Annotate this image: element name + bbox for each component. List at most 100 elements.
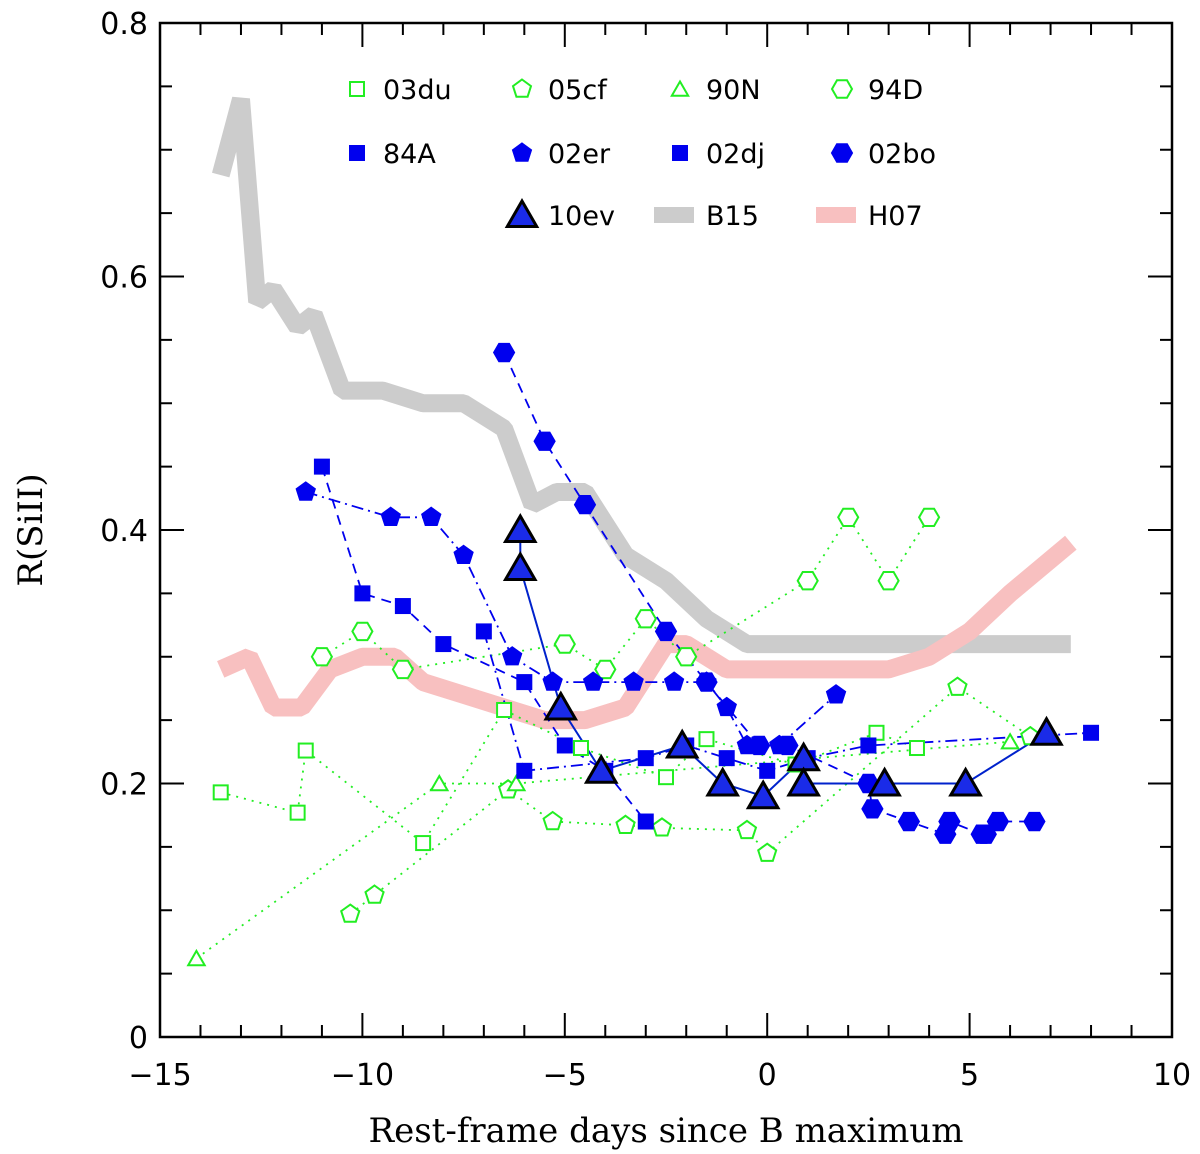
legend-label: 02dj <box>706 139 765 170</box>
point-94d <box>837 507 860 527</box>
y-tick-label: 0 <box>129 1021 148 1056</box>
legend-item-02dj: 02dj <box>672 139 765 170</box>
line-02dj <box>482 631 1092 772</box>
point-90n <box>506 773 527 792</box>
point-02er <box>380 506 401 526</box>
legend-item-94d: 94D <box>830 75 923 106</box>
point-03du <box>868 724 885 741</box>
point-02bo <box>938 811 961 832</box>
point-94d <box>917 507 941 527</box>
point-05cf <box>542 810 563 831</box>
point-03du <box>415 835 432 852</box>
point-05cf <box>757 842 778 862</box>
point-10ev <box>948 766 983 797</box>
point-94d <box>351 621 374 642</box>
point-94d <box>553 634 576 654</box>
point-02dj <box>860 737 877 754</box>
point-84a <box>394 598 411 615</box>
point-10ev <box>543 690 579 721</box>
point-05cf <box>736 819 758 840</box>
legend-label: 90N <box>706 75 761 106</box>
legend-label: 03du <box>383 75 452 106</box>
x-tick-label: 0 <box>758 1058 777 1093</box>
point-02bo <box>747 735 771 756</box>
plot-area <box>186 96 1100 967</box>
band-h07 <box>217 535 1077 730</box>
point-84a <box>556 737 573 754</box>
legend-marker <box>349 145 365 161</box>
point-94d <box>796 571 819 591</box>
legend-marker <box>511 78 533 98</box>
series-10ev <box>502 513 1064 810</box>
point-03du <box>289 804 306 821</box>
legend-marker <box>511 142 533 162</box>
point-02bo <box>1023 811 1046 832</box>
point-03du <box>658 769 674 786</box>
legend-label: 02bo <box>868 139 936 170</box>
line-02er <box>305 491 837 747</box>
point-02dj <box>759 762 776 779</box>
legend-label: 94D <box>868 75 923 106</box>
x-tick-label: 5 <box>960 1058 979 1093</box>
x-tick-label: −5 <box>543 1058 587 1093</box>
series-02er <box>295 481 847 755</box>
point-02er <box>501 646 523 666</box>
point-10ev <box>745 779 781 810</box>
point-02bo <box>861 799 884 819</box>
point-10ev <box>1029 715 1064 746</box>
point-84a <box>313 458 330 475</box>
band-b15 <box>212 96 1071 654</box>
y-tick-label: 0.8 <box>100 7 148 42</box>
legend-item-10ev: 10ev <box>504 197 615 232</box>
point-10ev <box>786 766 822 797</box>
point-02er <box>825 684 847 704</box>
series-05cf <box>340 676 1041 923</box>
point-94d <box>594 659 617 680</box>
point-02bo <box>776 735 799 756</box>
series-94d <box>310 507 941 680</box>
legend-label: H07 <box>868 201 923 232</box>
point-02er <box>542 671 563 691</box>
legend-marker <box>504 197 540 228</box>
legend-item-02er: 02er <box>511 139 611 170</box>
axes: −15 −10 −5 0 5 10 0 0.2 0.4 0.6 0.8 <box>100 7 1191 1093</box>
point-05cf <box>364 884 385 904</box>
legend-marker <box>672 145 688 161</box>
point-02bo <box>986 811 1010 832</box>
point-94d <box>877 571 900 591</box>
legend-item-03du: 03du <box>349 75 452 106</box>
point-05cf <box>615 814 636 834</box>
point-02dj <box>516 762 533 779</box>
legend-label: 05cf <box>548 75 608 106</box>
legend-label: 10ev <box>548 201 615 232</box>
point-02bo <box>654 621 678 642</box>
legend-item-h07: H07 <box>816 201 923 232</box>
point-02bo <box>533 431 556 451</box>
point-02er <box>295 481 316 501</box>
legend-label: 02er <box>548 139 611 170</box>
x-axis-label: Rest-frame days since B maximum <box>368 1111 963 1151</box>
point-02er <box>453 544 474 564</box>
point-02er <box>716 696 737 717</box>
x-tick-label: 10 <box>1153 1058 1191 1093</box>
point-94d <box>310 647 334 667</box>
point-84a <box>354 585 371 602</box>
point-05cf <box>340 903 361 923</box>
point-10ev <box>705 766 740 797</box>
point-03du <box>496 701 513 718</box>
plot-frame <box>158 21 1174 1039</box>
series-02bo <box>492 342 1046 844</box>
point-02bo <box>897 811 921 832</box>
legend-marker <box>670 79 690 97</box>
point-02dj <box>475 623 492 640</box>
x-tick-label: −15 <box>128 1058 191 1093</box>
point-02dj <box>1083 724 1100 741</box>
series-90n <box>186 732 1021 967</box>
point-03du <box>572 740 589 757</box>
point-10ev <box>867 766 902 797</box>
x-tick-label: −10 <box>331 1058 394 1093</box>
point-02bo <box>695 672 718 692</box>
point-02dj <box>637 750 654 767</box>
point-03du <box>698 731 715 748</box>
